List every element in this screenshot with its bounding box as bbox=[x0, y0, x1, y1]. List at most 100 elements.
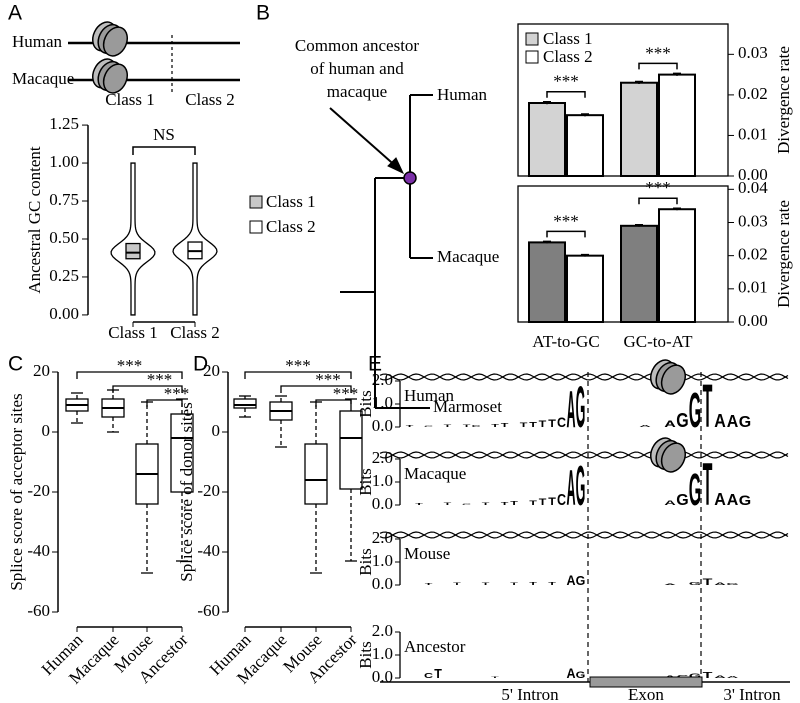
legend-label: Class 1 bbox=[266, 192, 316, 211]
y-tick-label: 0 bbox=[212, 421, 221, 440]
exon bbox=[589, 676, 703, 688]
significance: *** bbox=[333, 384, 359, 403]
box bbox=[339, 410, 363, 490]
y-tick-label: 2.0 bbox=[372, 370, 393, 389]
class-label: Class 1 bbox=[105, 90, 155, 109]
box bbox=[125, 242, 141, 260]
y-tick-label: 0.01 bbox=[738, 278, 768, 297]
logo-letter: A bbox=[566, 572, 575, 588]
bracket bbox=[546, 230, 586, 238]
significance: *** bbox=[553, 72, 579, 91]
logo-letter: T bbox=[548, 418, 556, 430]
legend-swatch bbox=[525, 50, 539, 64]
logo-letter: T bbox=[444, 502, 452, 505]
logo-letter: G bbox=[689, 465, 701, 516]
logo-letter: A bbox=[714, 583, 726, 586]
logo-letter: T bbox=[529, 581, 537, 587]
logo-letter: T bbox=[444, 424, 452, 427]
box bbox=[304, 443, 328, 505]
y-tick-label: 0.03 bbox=[738, 211, 768, 230]
significance: *** bbox=[164, 384, 190, 403]
bracket bbox=[638, 62, 678, 70]
y-tick-label: 0.04 bbox=[738, 178, 768, 197]
logo-letter: G bbox=[739, 493, 751, 509]
panel-letter: C bbox=[8, 353, 23, 376]
y-tick-label: -20 bbox=[197, 481, 220, 500]
legend-label: Class 2 bbox=[266, 217, 316, 236]
logo-letter: T bbox=[548, 581, 556, 587]
logo-letter: T bbox=[703, 577, 713, 587]
y-tick-label: 1.0 bbox=[372, 471, 393, 490]
logo-letter: T bbox=[529, 422, 538, 430]
x-tick-label: Class 1 bbox=[108, 323, 158, 342]
panel-letter: B bbox=[256, 2, 270, 25]
y-axis-label: Splice score of acceptor sites bbox=[7, 393, 26, 590]
logo-letter: T bbox=[425, 583, 433, 586]
logo-letter: T bbox=[491, 423, 499, 429]
logo-title: Ancestor bbox=[404, 637, 466, 656]
y-tick-label: 0 bbox=[42, 421, 51, 440]
y-tick-label: 20 bbox=[203, 361, 220, 380]
y-tick-label: 0.03 bbox=[738, 43, 768, 62]
nucleosome bbox=[102, 63, 129, 94]
logo-letter: A bbox=[727, 492, 739, 509]
row-label: Macaque bbox=[12, 69, 74, 88]
logo-letter: C bbox=[424, 425, 434, 427]
logo-letter: C bbox=[557, 414, 566, 430]
y-tick-label: 1.00 bbox=[49, 152, 79, 171]
y-tick-label: 1.25 bbox=[49, 114, 79, 133]
class-label: Class 2 bbox=[185, 90, 235, 109]
logo-letter: T bbox=[463, 424, 471, 428]
logo-letter: T bbox=[703, 671, 713, 680]
logo-letter: G bbox=[576, 454, 586, 518]
significance: *** bbox=[553, 211, 579, 230]
logo-letter: G bbox=[576, 574, 586, 588]
significance: NS bbox=[153, 125, 175, 144]
bar bbox=[658, 208, 696, 323]
error-bar bbox=[581, 113, 589, 117]
y-tick-label: 20 bbox=[33, 361, 50, 380]
bracket bbox=[112, 385, 183, 393]
bar bbox=[528, 241, 566, 323]
significance: *** bbox=[645, 43, 671, 62]
bar bbox=[528, 102, 566, 177]
logo-letter: A bbox=[664, 418, 676, 429]
bracket bbox=[280, 385, 352, 393]
logo-letter: G bbox=[676, 492, 688, 509]
nucleosome bbox=[660, 442, 687, 473]
logo-letter: T bbox=[501, 501, 509, 507]
y-axis-label: Splice score of donor sites bbox=[177, 402, 196, 581]
significance: *** bbox=[645, 178, 671, 197]
y-tick-label: 1.0 bbox=[372, 551, 393, 570]
y-tick-label: 0.00 bbox=[738, 311, 768, 330]
error-bar bbox=[673, 207, 681, 211]
legend-swatch bbox=[249, 220, 263, 234]
nucleosome bbox=[660, 364, 687, 395]
y-tick-label: 0.0 bbox=[372, 574, 393, 593]
logo-letter: A bbox=[664, 584, 676, 586]
y-tick-label: 0.0 bbox=[372, 494, 393, 513]
legend-swatch bbox=[525, 32, 539, 46]
bracket bbox=[244, 371, 352, 379]
y-tick-label: 0.25 bbox=[49, 266, 79, 285]
logo-letter: T bbox=[482, 582, 490, 586]
logo-letter: T bbox=[510, 500, 518, 506]
violin bbox=[172, 162, 218, 316]
error-bar bbox=[543, 101, 551, 105]
bar bbox=[620, 81, 658, 177]
y-axis-label: Bits bbox=[356, 641, 375, 668]
dna-helix bbox=[379, 531, 789, 539]
logo-letter: T bbox=[703, 452, 713, 519]
logo-letter: G bbox=[689, 581, 701, 586]
legend-swatch bbox=[249, 195, 263, 209]
nucleosome bbox=[102, 26, 129, 57]
region-label: 5' Intron bbox=[501, 685, 559, 703]
error-bar bbox=[635, 224, 643, 227]
logo-letter: C bbox=[471, 425, 481, 428]
logo-letter: C bbox=[557, 492, 566, 510]
region-label: 3' Intron bbox=[723, 685, 781, 703]
logo-letter: T bbox=[453, 582, 461, 585]
logo-letter: A bbox=[664, 499, 676, 506]
y-tick-label: 0.00 bbox=[738, 165, 768, 184]
bracket bbox=[76, 371, 183, 379]
